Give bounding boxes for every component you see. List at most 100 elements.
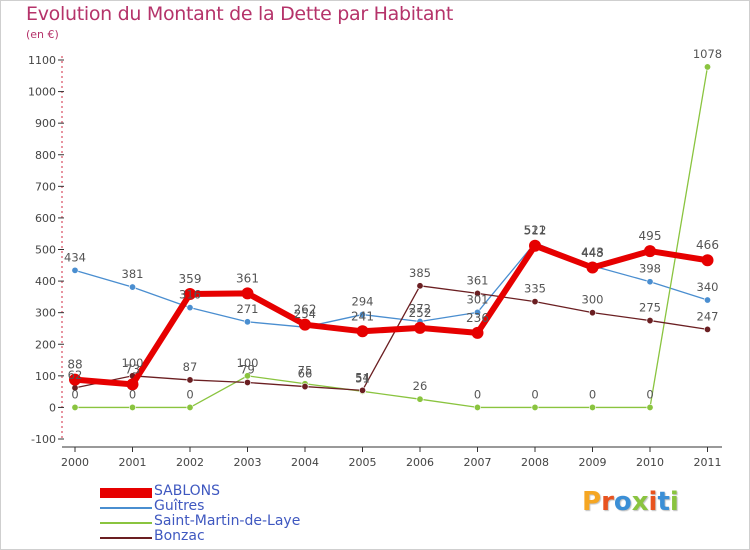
x-tick-label: 2001 [119, 456, 147, 469]
y-tick-label: -100 [31, 433, 56, 446]
data-point [703, 63, 711, 71]
y-tick-label: 200 [35, 338, 56, 351]
data-point [416, 395, 424, 403]
legend-label: Bonzac [154, 528, 205, 544]
data-point [71, 403, 79, 411]
series-line [74, 285, 709, 392]
series-group-saint-martin-de-laye [71, 63, 711, 411]
logo-letter: x [631, 487, 649, 517]
data-label: 434 [64, 250, 86, 264]
data-label: 0 [646, 387, 653, 401]
data-label: 385 [409, 266, 431, 280]
y-tick-label: 0 [49, 401, 56, 414]
data-label: 236 [466, 311, 489, 325]
legend-label: Guîtres [154, 498, 205, 514]
data-point [241, 287, 254, 300]
data-point [244, 378, 252, 386]
data-label: 254 [294, 307, 316, 321]
data-point [186, 403, 194, 411]
data-point [586, 261, 599, 274]
data-point [129, 283, 137, 291]
data-label: 512 [524, 224, 547, 238]
data-point [186, 376, 194, 384]
data-point [646, 317, 654, 325]
data-label: 51 [355, 371, 370, 385]
legend-label: Saint-Martin-de-Laye [154, 513, 301, 529]
data-point [69, 373, 81, 386]
data-label: 262 [294, 303, 317, 317]
data-label: 316 [179, 288, 201, 302]
data-point [356, 325, 369, 338]
data-label: 340 [697, 280, 719, 294]
data-point [644, 245, 656, 258]
data-point [416, 282, 424, 290]
x-tick-label: 2010 [636, 456, 664, 469]
data-label: 87 [183, 360, 198, 374]
data-point [184, 288, 196, 301]
data-label: 495 [639, 229, 662, 243]
data-point [244, 318, 252, 326]
data-label: 0 [71, 387, 78, 401]
data-point [129, 403, 137, 411]
data-label: 301 [467, 292, 489, 306]
chart-title: Evolution du Montant de la Dette par Hab… [26, 3, 454, 25]
data-point [301, 383, 309, 391]
legend-swatch [100, 507, 152, 509]
y-tick-label: 600 [35, 212, 56, 225]
data-label: 448 [582, 246, 604, 260]
series-group-gu-tres [71, 239, 711, 331]
y-tick-label: 900 [35, 117, 56, 130]
data-label: 294 [352, 295, 374, 309]
data-point [358, 311, 366, 319]
x-tick-label: 2011 [694, 456, 722, 469]
x-tick-label: 2004 [291, 456, 319, 469]
y-tick-label: 100 [35, 370, 56, 383]
data-label: 361 [236, 271, 259, 285]
x-tick-label: 2003 [234, 456, 262, 469]
legend-swatch [100, 488, 152, 498]
data-label: 443 [581, 246, 604, 260]
data-point [471, 326, 484, 339]
logo-letter: r [601, 487, 614, 517]
data-point [473, 289, 481, 297]
data-point [473, 308, 481, 316]
data-point [71, 266, 79, 274]
data-label: 271 [237, 302, 259, 316]
data-label: 0 [129, 387, 136, 401]
logo-letter: i [669, 487, 679, 517]
data-point [126, 378, 139, 391]
data-point [531, 298, 539, 306]
data-label: 26 [413, 379, 428, 393]
data-label: 247 [697, 309, 719, 323]
series-group-bonzac [71, 282, 711, 394]
x-tick-label: 2002 [176, 456, 204, 469]
data-label: 75 [298, 364, 313, 378]
x-tick-label: 2009 [579, 456, 607, 469]
data-label: 54 [355, 370, 370, 384]
proxiti-logo: Proxiti [582, 487, 679, 517]
data-label: 300 [582, 293, 604, 307]
data-label: 100 [122, 356, 144, 370]
data-label: 79 [240, 362, 255, 376]
y-tick-label: 400 [35, 275, 56, 288]
data-label: 241 [351, 309, 374, 323]
data-label: 0 [474, 387, 481, 401]
data-point [646, 278, 654, 286]
data-point [414, 321, 426, 334]
x-tick-label: 2005 [349, 456, 377, 469]
x-tick-label: 2008 [521, 456, 549, 469]
data-point [701, 254, 714, 267]
data-point [703, 325, 711, 333]
y-tick-label: 1000 [28, 86, 56, 99]
data-point [186, 304, 194, 312]
data-point [703, 296, 711, 304]
data-label: 66 [298, 367, 313, 381]
data-point [529, 239, 541, 252]
legend-swatch [100, 537, 152, 539]
x-tick-label: 2000 [61, 456, 89, 469]
data-label: 466 [696, 238, 719, 252]
data-point [588, 309, 596, 317]
data-point [473, 403, 481, 411]
logo-letter: t [657, 487, 670, 517]
